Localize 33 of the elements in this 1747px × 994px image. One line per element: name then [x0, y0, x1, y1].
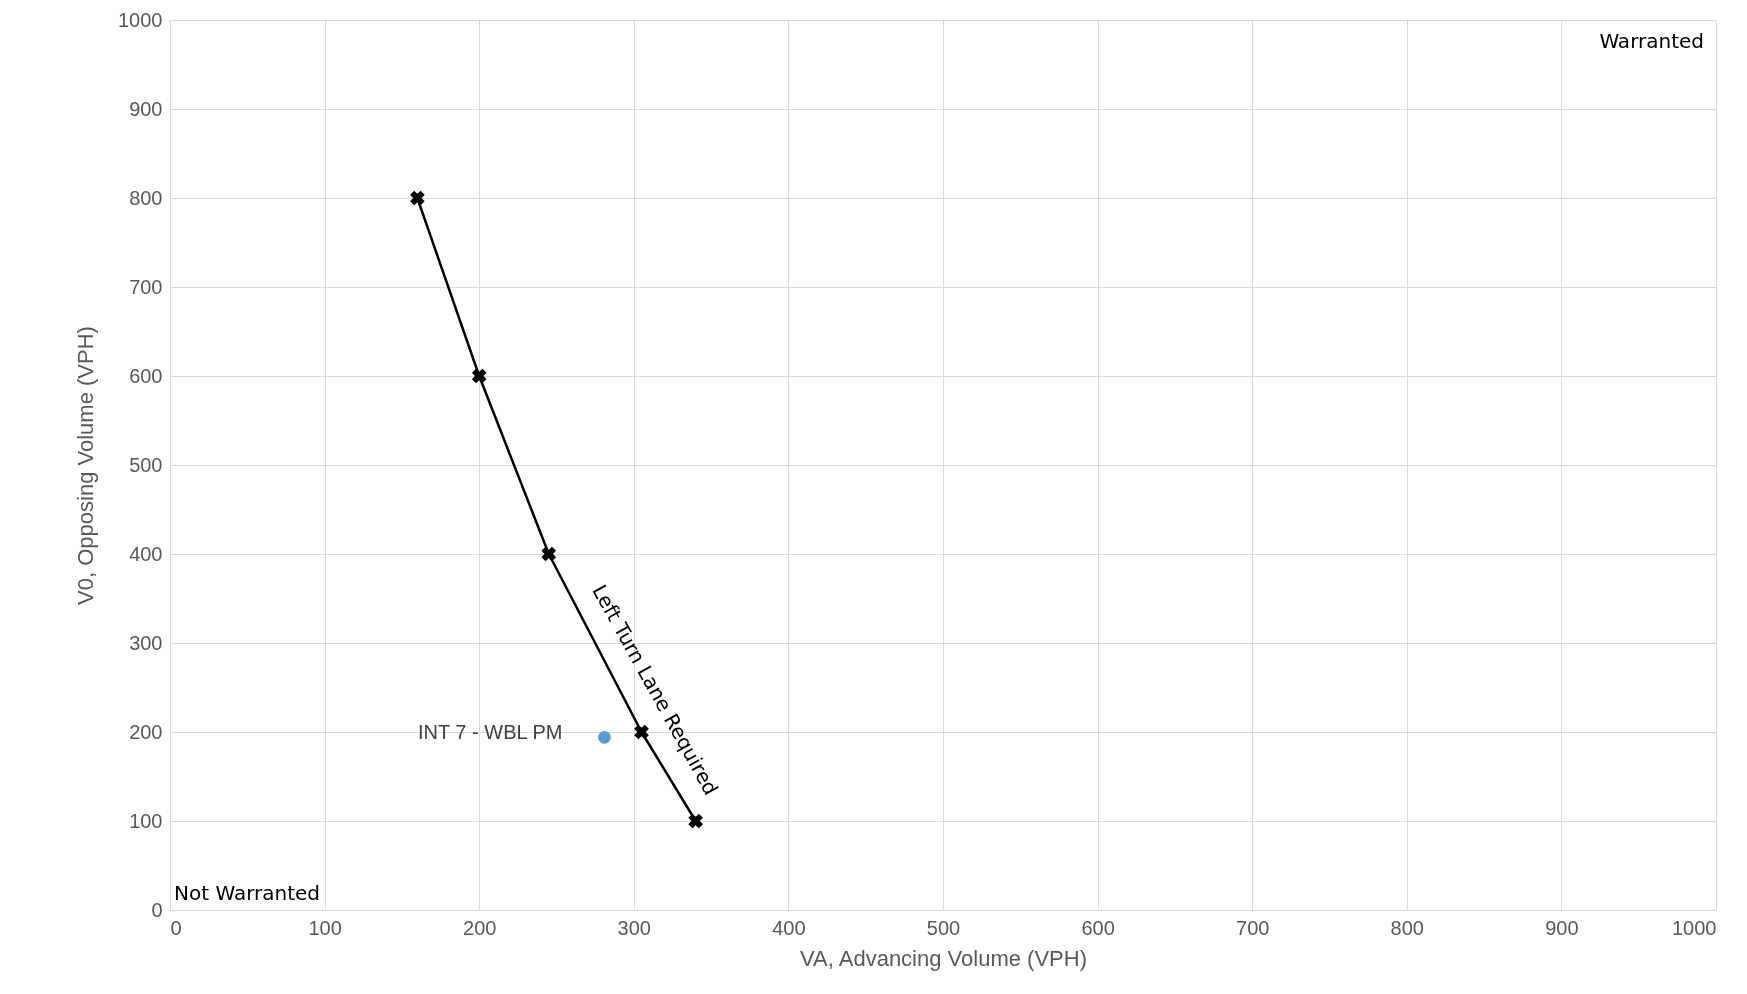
- series-label: INT 7 - WBL PM: [417, 721, 563, 744]
- y-tick-label: 400: [129, 542, 163, 565]
- y-axis-title: V0, Opposing Volume (VPH): [73, 326, 99, 605]
- x-tick-label: 100: [308, 916, 342, 939]
- y-tick-label: 800: [129, 186, 163, 209]
- y-tick-label: 0: [151, 898, 163, 921]
- point: [634, 724, 649, 740]
- x-tick-label: 0: [170, 916, 182, 939]
- y-tick-label: 1000: [118, 8, 163, 31]
- y-tick-label: 600: [129, 364, 163, 387]
- x-tick-label: 300: [617, 916, 651, 939]
- point: [410, 190, 425, 206]
- annotation: Not Warranted: [174, 881, 321, 905]
- x-tick-label: 200: [463, 916, 497, 939]
- x-tick-label: 500: [926, 916, 961, 939]
- x-tick-label: 400: [772, 916, 806, 939]
- y-tick-label: 900: [129, 97, 163, 120]
- y-tick-label: 100: [129, 809, 163, 832]
- annotation: Warranted: [1599, 29, 1704, 53]
- x-axis-title: VA, Advancing Volume (VPH): [800, 945, 1087, 971]
- y-tick-label: 200: [129, 720, 163, 743]
- point: [598, 731, 611, 744]
- x-tick-label: 1000: [1672, 916, 1717, 939]
- x-tick-label: 600: [1081, 916, 1115, 939]
- x-tick-label: 900: [1545, 916, 1579, 939]
- y-tick-label: 500: [129, 453, 163, 476]
- y-tick-label: 300: [129, 631, 163, 654]
- y-tick-label: 700: [129, 275, 163, 298]
- x-tick-label: 700: [1236, 916, 1270, 939]
- point: [471, 368, 487, 384]
- point: [688, 813, 703, 829]
- x-tick-label: 800: [1390, 916, 1424, 939]
- point: [541, 546, 557, 562]
